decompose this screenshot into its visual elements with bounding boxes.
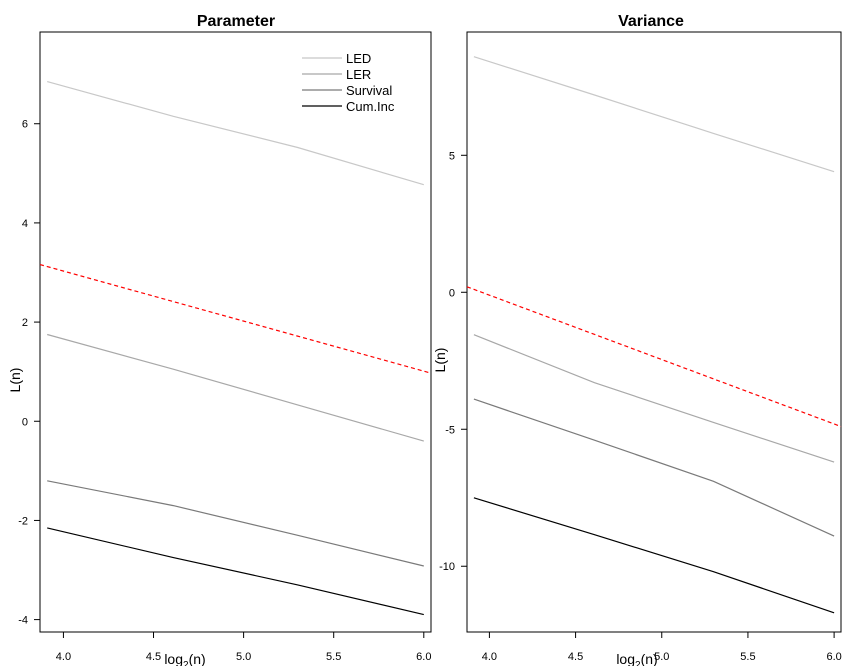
x-axis-label: log2(n) [164,651,205,666]
x-tick-label: 5.5 [740,651,755,663]
plot-frame [39,31,432,633]
series-line-ler [473,334,835,463]
x-tick-label: 6.0 [416,651,431,663]
x-axis-label: log2(n) [616,651,657,666]
x-tick-label: 4.5 [146,651,161,663]
x-axis: 4.0 4.5 5.0 5.5 6.0 [56,632,431,663]
x-tick-label: 4.0 [482,651,497,663]
series-line-survival [473,398,835,537]
reference-line [39,263,432,374]
x-tick-label: 5.0 [236,651,251,663]
y-tick-label: 6 [22,119,28,131]
x-tick-label: 5.5 [326,651,341,663]
x-axis-label-base: log [164,651,183,666]
x-axis: 4.0 4.5 5.0 5.5 6.0 [482,632,842,663]
y-tick-label: -4 [18,615,28,627]
x-tick-label: 6.0 [826,651,841,663]
plot-frame [466,31,842,633]
series-line-cum-inc [47,527,424,616]
y-axis-label: L(n) [432,348,448,373]
y-axis: -10 -5 0 5 [439,150,467,573]
x-axis-label-sub: 2 [183,660,189,666]
x-axis-label-base: log [616,651,635,666]
series-group [466,56,842,614]
legend-item-ler-label: LER [346,67,371,82]
panel-variance: Variance 4.0 4.5 5.0 5.5 6.0 -10 -5 0 5 L(n) lo… [432,13,842,666]
panel-title: Variance [618,13,684,30]
y-tick-label: -5 [445,424,455,436]
legend-item-survival-label: Survival [346,83,392,98]
x-tick-label: 4.5 [568,651,583,663]
series-line-led [47,81,424,186]
series-group [39,81,432,616]
x-tick-label: 4.0 [56,651,71,663]
y-axis-label: L(n) [7,368,23,393]
x-axis-label-rest: (n) [189,651,206,666]
y-tick-label: 0 [449,287,455,299]
series-line-survival [47,480,424,567]
series-line-led [473,56,835,173]
legend-item-led-label: LED [346,51,371,66]
y-axis: -4 -2 0 2 4 6 [18,119,40,627]
series-line-ler [47,333,424,442]
panel-title: Parameter [197,13,275,30]
legend-item-cum-inc-label: Cum.Inc [346,99,395,114]
y-tick-label: -10 [439,561,455,573]
y-tick-label: -2 [18,515,28,527]
x-axis-label-rest: (n) [641,651,658,666]
y-tick-label: 5 [449,150,455,162]
x-axis-label-sub: 2 [635,660,641,666]
y-tick-label: 2 [22,317,28,329]
x-tick-label: 5.0 [654,651,669,663]
y-tick-label: 4 [22,218,28,230]
y-tick-label: 0 [22,416,28,428]
series-line-cum-inc [473,497,835,614]
reference-line [466,286,842,428]
